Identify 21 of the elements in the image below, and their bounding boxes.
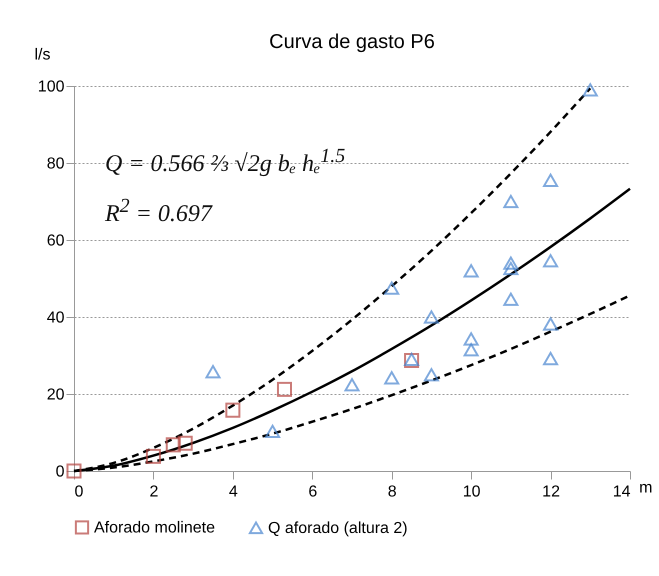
y-tick-label: 60 — [46, 232, 65, 250]
legend-label: Q aforado (altura 2) — [268, 520, 408, 537]
legend-label: Aforado molinete — [94, 519, 216, 536]
x-tick-label: 4 — [228, 484, 238, 500]
y-axis-title: l/s — [34, 46, 50, 64]
y-tick-label: 100 — [38, 78, 65, 96]
x-tick-label: 2 — [149, 484, 158, 500]
x-tick-label: 10 — [462, 484, 481, 500]
x-tick-label: 6 — [308, 484, 318, 500]
y-tick-label: 80 — [46, 156, 65, 172]
y-tick-label: 40 — [46, 310, 65, 326]
x-tick-label: 8 — [388, 484, 397, 500]
y-tick-label: 20 — [46, 386, 65, 404]
annotation: R$^{2}$ = 0.697 — [105, 194, 214, 229]
x-tick-label: 0 — [74, 484, 84, 500]
y-tick-label: 0 — [56, 464, 65, 480]
annotation: Q = 0.566 ⅔ √2g bₑ hₑ$^{1.5}$ — [105, 144, 346, 179]
x-tick-label: 12 — [542, 484, 560, 500]
x-axis-title: m — [639, 480, 652, 496]
x-tick-label: 14 — [612, 484, 631, 500]
chart-title: Curva de gasto P6 — [269, 31, 435, 53]
